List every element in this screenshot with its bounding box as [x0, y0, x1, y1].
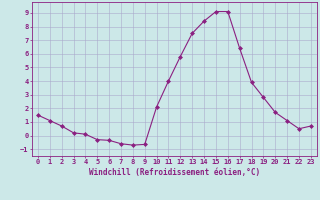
- X-axis label: Windchill (Refroidissement éolien,°C): Windchill (Refroidissement éolien,°C): [89, 168, 260, 177]
